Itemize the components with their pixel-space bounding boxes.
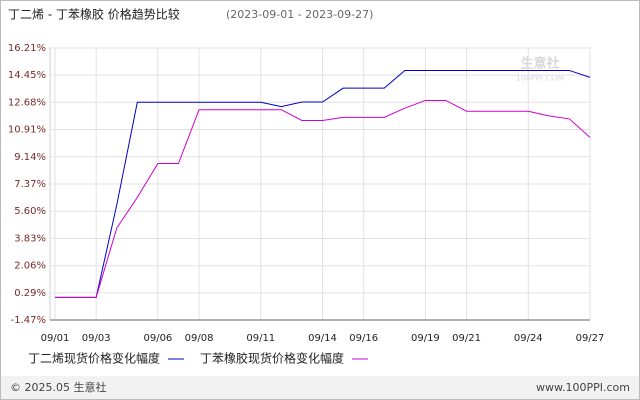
footer-right: www.100PPI.com [536, 381, 630, 394]
x-tick-label: 09/08 [185, 333, 214, 344]
y-tick-label: 14.45% [8, 70, 46, 81]
x-tick-label: 09/21 [452, 333, 481, 344]
y-tick-label: 5.60% [14, 206, 46, 217]
x-tick-label: 09/14 [308, 333, 337, 344]
x-tick-label: 09/24 [514, 333, 543, 344]
x-tick-label: 09/19 [411, 333, 440, 344]
y-tick-label: 16.21% [8, 43, 46, 54]
footer-band [1, 376, 639, 399]
x-tick-label: 09/03 [82, 333, 111, 344]
legend-label: 丁苯橡胶现货价格变化幅度 [200, 351, 344, 366]
y-tick-label: 2.06% [14, 261, 46, 272]
x-tick-label: 09/27 [576, 333, 605, 344]
y-tick-label: 0.29% [14, 288, 46, 299]
y-tick-label: -1.47% [11, 315, 46, 326]
watermark-name: 生意社 [520, 56, 559, 72]
y-tick-label: 7.37% [14, 179, 46, 190]
chart-title: 丁二烯 - 丁苯橡胶 价格趋势比较 [8, 7, 180, 22]
y-tick-label: 12.68% [8, 97, 46, 108]
x-tick-label: 09/11 [246, 333, 275, 344]
y-tick-label: 3.83% [14, 233, 46, 244]
series-line [55, 69, 591, 298]
watermark-site: 100PPI.COM [516, 74, 565, 83]
x-tick-label: 09/16 [349, 333, 378, 344]
footer-left: © 2025.05 生意社 [10, 380, 106, 394]
y-tick-label: 10.91% [8, 125, 46, 136]
x-tick-label: 09/01 [41, 333, 70, 344]
chart-subtitle: (2023-09-01 - 2023-09-27) [226, 8, 373, 21]
y-tick-label: 9.14% [14, 152, 46, 163]
x-tick-label: 09/06 [143, 333, 172, 344]
series-line [55, 99, 591, 298]
legend-label: 丁二烯现货价格变化幅度 [28, 351, 160, 366]
